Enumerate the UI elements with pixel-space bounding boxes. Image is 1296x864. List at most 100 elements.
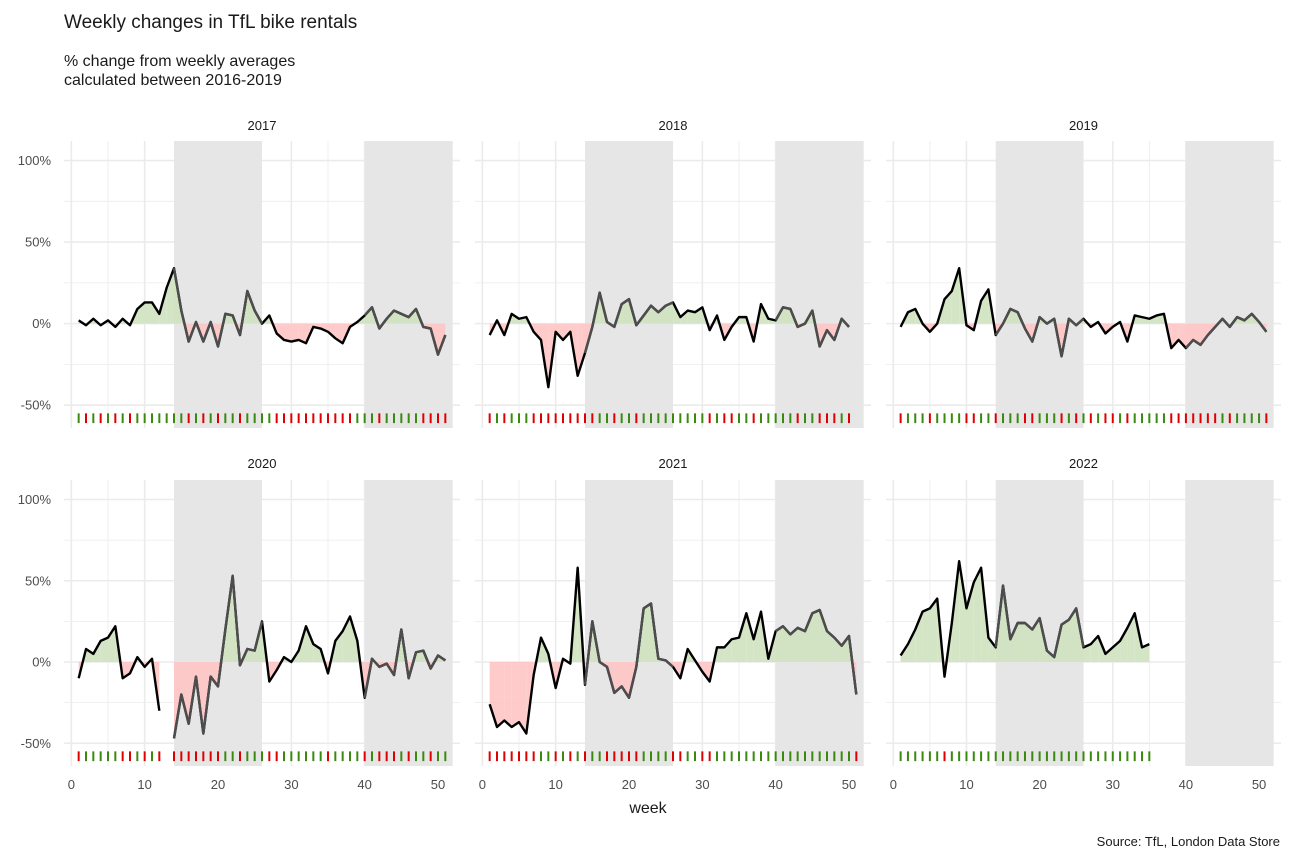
positive-area (1017, 623, 1025, 662)
positive-area (753, 611, 761, 662)
x-tick-label: 10 (137, 777, 151, 792)
panel-2018: 2018 (475, 118, 871, 428)
panel-2019: 2019 (886, 118, 1281, 428)
positive-area (144, 302, 152, 324)
series-line-shaded (775, 608, 858, 695)
positive-area (951, 268, 960, 324)
positive-area (680, 310, 688, 324)
series-line-shaded (172, 267, 264, 348)
negative-area (1200, 323, 1208, 345)
shaded-period (364, 141, 453, 428)
positive-area (797, 627, 805, 662)
x-tick-label: 30 (284, 777, 298, 792)
positive-area (1083, 644, 1091, 662)
x-axis-label: week (629, 800, 667, 817)
y-tick-label: 50% (25, 235, 51, 250)
positive-area (658, 305, 666, 324)
facet-label: 2017 (248, 118, 277, 133)
negative-area (497, 662, 505, 727)
facet-label: 2019 (1069, 118, 1098, 133)
positive-area (1142, 644, 1150, 662)
positive-area (739, 613, 747, 662)
negative-area (702, 662, 710, 682)
positive-area (247, 649, 255, 662)
x-tick-label: 20 (211, 777, 225, 792)
negative-area (291, 323, 299, 342)
positive-area (775, 626, 783, 662)
negative-area (511, 662, 519, 727)
positive-area (1120, 627, 1128, 662)
negative-area (181, 662, 189, 724)
x-tick-label: 40 (1179, 777, 1193, 792)
positive-area (827, 631, 835, 662)
positive-area (915, 611, 923, 662)
shaded-period (174, 480, 262, 766)
positive-area (790, 627, 798, 662)
positive-area (929, 598, 938, 662)
positive-area (100, 637, 108, 662)
positive-area (783, 626, 791, 662)
positive-area (812, 610, 820, 662)
negative-area (174, 662, 182, 739)
negative-area (504, 662, 512, 727)
shaded-period (364, 480, 453, 766)
positive-area (973, 567, 982, 662)
x-tick-label: 10 (959, 777, 973, 792)
facet-label: 2022 (1069, 456, 1098, 471)
series-line (77, 625, 161, 711)
positive-area (643, 603, 651, 662)
y-tick-label: 100% (18, 153, 52, 168)
positive-area (731, 637, 739, 662)
positive-area (819, 610, 827, 662)
series-line-shaded (994, 584, 1085, 659)
positive-area (306, 626, 314, 662)
x-tick-label: 0 (890, 777, 897, 792)
positive-area (959, 561, 967, 662)
positive-area (1105, 647, 1113, 662)
negative-area (555, 323, 563, 340)
shaded-period (174, 141, 262, 428)
positive-area (651, 305, 659, 324)
facet-label: 2020 (248, 456, 277, 471)
x-tick-label: 20 (622, 777, 636, 792)
positive-area (350, 616, 358, 662)
x-tick-label: 50 (431, 777, 445, 792)
x-tick-label: 0 (68, 777, 75, 792)
x-tick-label: 30 (695, 777, 709, 792)
negative-area (1193, 323, 1201, 345)
positive-area (643, 305, 651, 324)
panel-2017: 2017 100% 50% 0% -50% (18, 118, 460, 428)
positive-area (1061, 619, 1069, 662)
series-line-shaded (1185, 312, 1268, 349)
negative-area (210, 662, 218, 687)
panel-2021: 2021 0 10 20 30 40 50 (475, 456, 871, 792)
shaded-period (1185, 141, 1274, 428)
positive-area (665, 302, 673, 324)
x-tick-label: 10 (548, 777, 562, 792)
y-tick-label: 0% (32, 655, 51, 670)
chart-subtitle: % change from weekly averages calculated… (64, 53, 296, 89)
shaded-period (1185, 480, 1274, 766)
facet-label: 2018 (659, 118, 688, 133)
y-tick-label: 100% (18, 492, 52, 507)
negative-area (276, 323, 284, 340)
y-tick-label: 50% (25, 573, 51, 588)
negative-area (577, 323, 585, 376)
shaded-period (585, 480, 673, 766)
positive-area (981, 289, 989, 324)
positive-area (834, 637, 842, 662)
positive-area (907, 629, 916, 662)
positive-area (1010, 623, 1018, 662)
negative-area (533, 323, 541, 340)
positive-area (922, 608, 930, 662)
positive-area (687, 310, 695, 324)
positive-area (717, 647, 725, 662)
positive-area (401, 313, 409, 324)
positive-area (783, 307, 791, 324)
positive-area (166, 268, 174, 324)
panel-2020: 2020 100% 50% 0% -50% 0 10 20 30 40 50 (18, 456, 460, 792)
x-tick-label: 50 (1252, 777, 1266, 792)
facet-label: 2021 (659, 456, 688, 471)
positive-area (1068, 608, 1077, 662)
